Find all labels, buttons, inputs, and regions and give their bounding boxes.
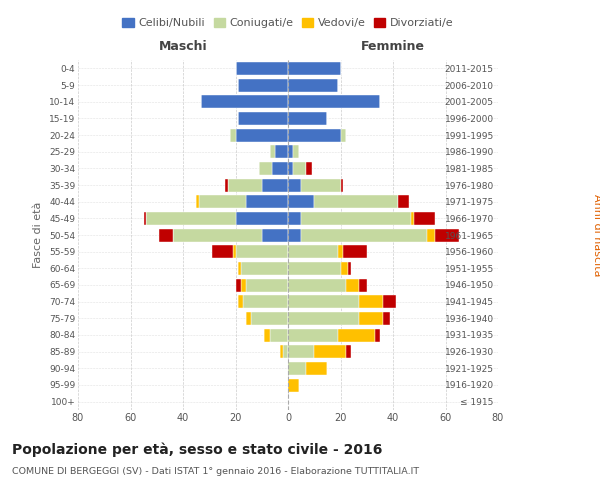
Bar [349, 262, 351, 275]
Bar [307, 362, 328, 375]
Bar [288, 312, 359, 325]
Bar [272, 162, 288, 175]
Bar [246, 195, 288, 208]
Bar [341, 178, 343, 192]
Bar [427, 228, 435, 241]
Bar [238, 78, 288, 92]
Bar [288, 128, 341, 141]
Bar [196, 195, 199, 208]
Bar [199, 195, 246, 208]
Bar [241, 278, 246, 291]
Bar [414, 212, 435, 225]
Bar [246, 278, 288, 291]
Bar [301, 178, 341, 192]
Bar [235, 128, 288, 141]
Bar [225, 178, 227, 192]
Bar [160, 228, 173, 241]
Legend: Celibi/Nubili, Coniugati/e, Vedovi/e, Divorziati/e: Celibi/Nubili, Coniugati/e, Vedovi/e, Di… [118, 13, 458, 32]
Bar [288, 362, 307, 375]
Bar [288, 228, 301, 241]
Bar [307, 162, 311, 175]
Bar [233, 245, 235, 258]
Bar [146, 212, 235, 225]
Bar [288, 278, 346, 291]
Bar [238, 262, 241, 275]
Bar [235, 212, 288, 225]
Bar [265, 328, 269, 342]
Bar [288, 295, 359, 308]
Bar [246, 312, 251, 325]
Bar [227, 178, 262, 192]
Bar [288, 162, 293, 175]
Bar [288, 178, 301, 192]
Bar [280, 345, 283, 358]
Bar [359, 295, 383, 308]
Bar [288, 112, 328, 125]
Text: Femmine: Femmine [361, 40, 425, 52]
Bar [283, 345, 288, 358]
Bar [262, 178, 288, 192]
Bar [269, 145, 275, 158]
Bar [288, 328, 338, 342]
Bar [398, 195, 409, 208]
Bar [435, 228, 458, 241]
Bar [314, 345, 346, 358]
Bar [383, 312, 391, 325]
Bar [251, 312, 288, 325]
Bar [293, 145, 299, 158]
Text: COMUNE DI BERGEGGI (SV) - Dati ISTAT 1° gennaio 2016 - Elaborazione TUTTITALIA.I: COMUNE DI BERGEGGI (SV) - Dati ISTAT 1° … [12, 468, 419, 476]
Text: Anni di nascita: Anni di nascita [592, 194, 600, 276]
Bar [374, 328, 380, 342]
Bar [235, 245, 288, 258]
Bar [343, 245, 367, 258]
Bar [262, 228, 288, 241]
Bar [341, 262, 349, 275]
Bar [338, 245, 343, 258]
Bar [212, 245, 233, 258]
Bar [288, 62, 341, 75]
Bar [230, 128, 235, 141]
Bar [338, 328, 374, 342]
Bar [288, 195, 314, 208]
Bar [301, 228, 427, 241]
Text: Popolazione per età, sesso e stato civile - 2016: Popolazione per età, sesso e stato civil… [12, 442, 382, 457]
Bar [412, 212, 414, 225]
Bar [235, 62, 288, 75]
Text: Maschi: Maschi [158, 40, 208, 52]
Bar [173, 228, 262, 241]
Bar [241, 262, 288, 275]
Bar [269, 328, 288, 342]
Bar [359, 312, 383, 325]
Bar [202, 95, 288, 108]
Bar [288, 245, 338, 258]
Bar [288, 145, 293, 158]
Bar [235, 278, 241, 291]
Bar [346, 278, 359, 291]
Y-axis label: Fasce di età: Fasce di età [34, 202, 43, 268]
Bar [238, 112, 288, 125]
Bar [359, 278, 367, 291]
Bar [383, 295, 395, 308]
Bar [293, 162, 307, 175]
Bar [288, 78, 338, 92]
Bar [238, 295, 244, 308]
Bar [341, 128, 346, 141]
Bar [301, 212, 412, 225]
Bar [288, 95, 380, 108]
Bar [259, 162, 272, 175]
Bar [143, 212, 146, 225]
Bar [244, 295, 288, 308]
Bar [275, 145, 288, 158]
Bar [288, 345, 314, 358]
Bar [288, 262, 341, 275]
Bar [346, 345, 351, 358]
Bar [288, 378, 299, 392]
Bar [314, 195, 398, 208]
Bar [288, 212, 301, 225]
